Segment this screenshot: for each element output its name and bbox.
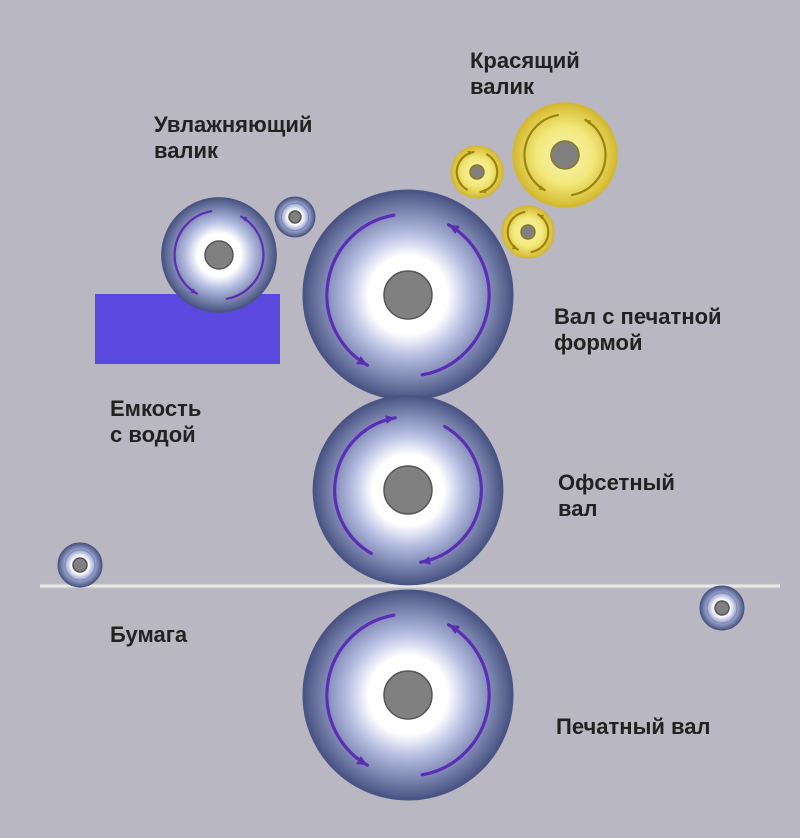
- water-tank: [95, 294, 280, 364]
- roller-damp_small: [275, 197, 315, 237]
- label-paper: Бумага: [110, 622, 187, 648]
- label-impression-cylinder: Печатный вал: [556, 714, 710, 740]
- label-plate-cylinder: Вал с печатной формой: [554, 304, 722, 357]
- roller-ink_small_bot: [502, 206, 554, 258]
- label-water-tank: Емкость с водой: [110, 396, 201, 449]
- roller-damp_main: [162, 198, 276, 312]
- roller-offset: [314, 396, 502, 584]
- roller-ink_main: [513, 103, 617, 207]
- roller-ink_small_top: [451, 146, 503, 198]
- roller-impression: [304, 591, 512, 799]
- label-damp-roller: Увлажняющий валик: [154, 112, 312, 165]
- roller-tiny_paper_left: [58, 543, 102, 587]
- diagram-canvas: Красящий валик Увлажняющий валик Вал с п…: [0, 0, 800, 838]
- roller-tiny_paper_right: [700, 586, 744, 630]
- label-offset-cylinder: Офсетный вал: [558, 470, 675, 523]
- roller-plate: [304, 191, 512, 399]
- label-ink-roller: Красящий валик: [470, 48, 580, 101]
